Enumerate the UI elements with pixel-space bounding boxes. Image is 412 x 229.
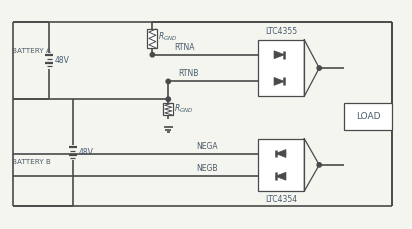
Bar [258, 40, 304, 96]
Polygon shape [276, 150, 286, 158]
Text: LTC4355: LTC4355 [265, 27, 297, 36]
Circle shape [317, 66, 321, 70]
Text: LTC4354: LTC4354 [265, 195, 297, 204]
Bar [163, 103, 173, 115]
Text: RTNA: RTNA [174, 43, 195, 52]
Bar [258, 139, 304, 191]
Text: NEGA: NEGA [196, 142, 218, 150]
Bar [344, 103, 392, 130]
Circle shape [166, 79, 171, 84]
Text: RTNB: RTNB [178, 69, 199, 79]
Text: 48V: 48V [79, 148, 94, 157]
Text: 48V: 48V [55, 56, 70, 65]
Circle shape [150, 53, 154, 57]
Circle shape [166, 97, 171, 101]
Text: $R_{GND}$: $R_{GND}$ [174, 103, 194, 115]
Polygon shape [276, 172, 286, 180]
Circle shape [317, 163, 321, 167]
Text: BATTERY B: BATTERY B [12, 159, 51, 165]
Text: $R_{GND}$: $R_{GND}$ [158, 30, 178, 43]
Text: BATTERY A: BATTERY A [12, 48, 51, 54]
Polygon shape [274, 51, 284, 59]
Bar [147, 29, 157, 48]
Polygon shape [274, 77, 284, 85]
Text: LOAD: LOAD [356, 112, 380, 121]
Text: NEGB: NEGB [196, 164, 218, 173]
